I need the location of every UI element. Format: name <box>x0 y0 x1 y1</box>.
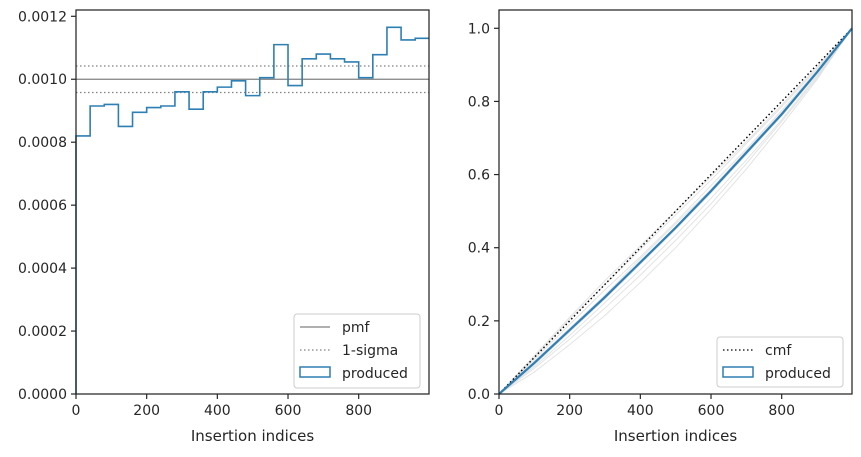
cmf-xtick-label: 800 <box>768 403 795 419</box>
cmf-plot-area <box>498 27 853 395</box>
background-cmf-line <box>498 27 853 395</box>
cmf-axes-frame <box>498 9 853 395</box>
histogram-legend-box <box>293 313 421 389</box>
cmf-ytick-label: 0.4 <box>468 241 490 257</box>
legend-cmf-label: cmf <box>765 343 792 359</box>
histogram-xtick-label: 0 <box>72 403 81 419</box>
histogram-xtick-label: 200 <box>133 403 160 419</box>
cmf-ytick-label: 0.0 <box>468 387 490 403</box>
cmf-legend: cmf produced <box>716 336 844 388</box>
background-cmf-line <box>498 27 853 395</box>
cmf-xtick-label: 200 <box>556 403 583 419</box>
legend-cmf-produced-swatch <box>722 366 754 378</box>
background-cmf-line <box>498 28 853 395</box>
histogram-panel: 0 200 400 600 800 0.0000 0.0002 0.0004 0.0006 0.0… <box>18 9 430 445</box>
histogram-ytick-label: 0.0002 <box>18 324 67 340</box>
cmf-ytick-label: 0.8 <box>468 94 490 110</box>
histogram-ytick-label: 0.0004 <box>18 261 67 277</box>
histogram-ticks: 0 200 400 600 800 0.0000 0.0002 0.0004 0.0006 0.0… <box>18 9 372 419</box>
histogram-xlabel: Insertion indices <box>191 427 314 445</box>
cmf-xtick-label: 0 <box>495 403 504 419</box>
legend-sigma-label: 1-sigma <box>342 343 398 359</box>
legend-produced-label: produced <box>342 366 408 382</box>
histogram-xtick-label: 600 <box>275 403 302 419</box>
histogram-ytick-label: 0.0008 <box>18 135 67 151</box>
legend-pmf-label: pmf <box>342 320 371 336</box>
histogram-plot-area <box>75 26 429 394</box>
background-cmf-line <box>498 27 853 395</box>
cmf-ticks: 0 200 400 600 800 0.0 0.2 0.4 0.6 0.8 1.0 <box>468 21 795 419</box>
background-cmf-line <box>498 27 853 395</box>
histogram-ytick-label: 0.0012 <box>18 9 67 25</box>
produced-histogram <box>75 26 429 394</box>
cmf-ytick-label: 0.6 <box>468 168 490 184</box>
histogram-ytick-label: 0.0006 <box>18 198 67 214</box>
cmf-ytick-label: 0.2 <box>468 314 490 330</box>
histogram-legend: pmf 1-sigma produced <box>293 313 421 389</box>
legend-cmf-produced-label: produced <box>765 366 831 382</box>
cmf-xtick-label: 600 <box>698 403 725 419</box>
legend-produced-swatch <box>299 366 331 378</box>
cmf-line <box>498 27 853 395</box>
cmf-panel: 0 200 400 600 800 0.0 0.2 0.4 0.6 0.8 1.0 Insertio… <box>468 9 853 445</box>
background-cmf-line <box>498 27 853 395</box>
histogram-xtick-label: 400 <box>204 403 231 419</box>
histogram-ytick-label: 0.0010 <box>18 72 67 88</box>
histogram-axes-frame <box>75 9 430 395</box>
produced-line <box>498 27 853 395</box>
histogram-ytick-label: 0.0000 <box>18 387 67 403</box>
histogram-xtick-label: 800 <box>345 403 372 419</box>
background-cmf-line <box>498 27 853 395</box>
cmf-xtick-label: 400 <box>627 403 654 419</box>
cmf-ytick-label: 1.0 <box>468 21 490 37</box>
cmf-xlabel: Insertion indices <box>614 427 737 445</box>
